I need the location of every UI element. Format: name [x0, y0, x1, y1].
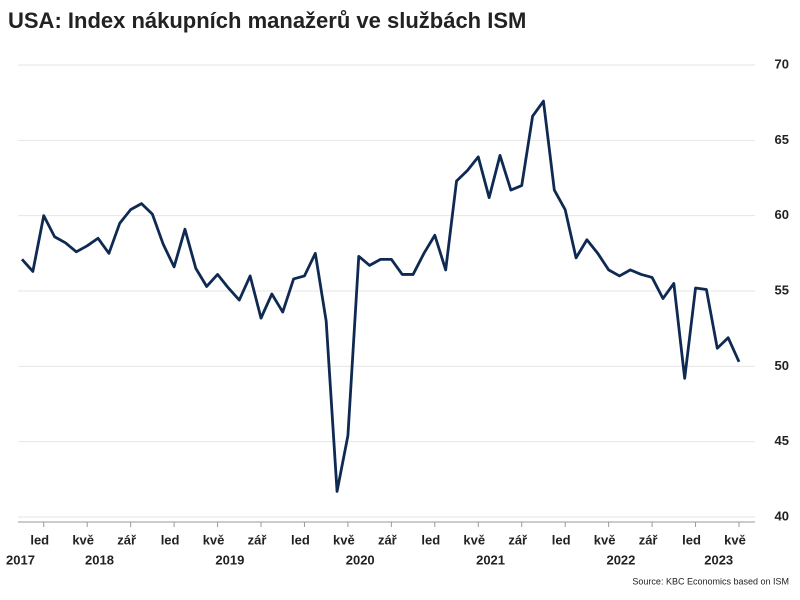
x-tick-label: kvě [463, 532, 485, 547]
x-tick-label: led [291, 532, 310, 547]
x-tick-label: led [552, 532, 571, 547]
x-tick-label: led [30, 532, 49, 547]
source-note: Source: KBC Economics based on ISM [632, 576, 789, 586]
x-tick-label: kvě [72, 532, 94, 547]
y-tick-label: 55 [775, 282, 789, 297]
y-tick-label: 45 [775, 433, 789, 448]
x-tick-label: kvě [203, 532, 225, 547]
x-tick-label: zář [117, 532, 137, 547]
x-tick-label: zář [639, 532, 659, 547]
x-tick-label: led [682, 532, 701, 547]
x-tick-label: led [161, 532, 180, 547]
x-tick-label: kvě [594, 532, 616, 547]
year-label: 2018 [85, 552, 114, 567]
y-tick-label: 60 [775, 207, 789, 222]
y-tick-label: 50 [775, 358, 789, 373]
y-tick-label: 40 [775, 508, 789, 523]
year-label: 2019 [215, 552, 244, 567]
year-label: 2022 [606, 552, 635, 567]
x-tick-label: zář [508, 532, 528, 547]
x-tick-label: zář [378, 532, 398, 547]
x-tick-label: kvě [724, 532, 746, 547]
data-line [20, 99, 741, 493]
x-tick-label: led [421, 532, 440, 547]
year-label: 2020 [346, 552, 375, 567]
y-tick-label: 70 [775, 56, 789, 71]
year-label: 2021 [476, 552, 505, 567]
year-label: 2017 [6, 552, 35, 567]
x-tick-label: kvě [333, 532, 355, 547]
chart-title: USA: Index nákupních manažerů ve službác… [8, 8, 526, 33]
y-tick-label: 65 [775, 132, 789, 147]
year-label: 2023 [704, 552, 733, 567]
x-tick-label: zář [248, 532, 268, 547]
